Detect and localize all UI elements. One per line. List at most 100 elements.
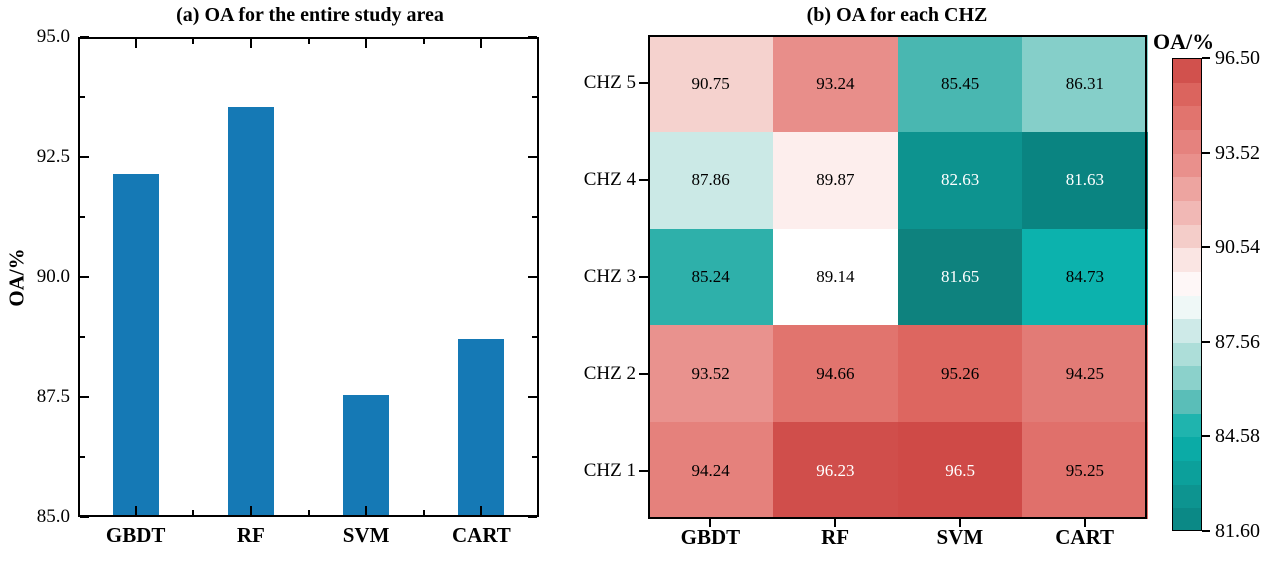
colorbar-band: [1173, 342, 1201, 368]
col-label-cart: CART: [1055, 525, 1114, 549]
colorbar-gradient: [1172, 58, 1202, 531]
colorbar-tick: [1202, 57, 1210, 59]
colorbar-tick: [1202, 340, 1210, 343]
y-minor-tick: [80, 456, 85, 458]
x-tick-label-cart: CART: [451, 523, 511, 547]
colorbar-band: [1173, 319, 1201, 344]
y-major-tick: [528, 156, 537, 158]
y-minor-tick: [532, 96, 537, 98]
x-major-tick: [365, 39, 368, 48]
heat-cell-chz-2-gbdt: 93.52: [648, 325, 774, 423]
colorbar-band: [1173, 437, 1201, 462]
heat-cell-chz-5-cart: 86.31: [1022, 35, 1148, 133]
colorbar-band: [1173, 106, 1201, 131]
bar-cart: [458, 339, 505, 517]
y-major-tick: [528, 396, 537, 398]
colorbar-band: [1173, 248, 1201, 273]
colorbar-title: OA/%: [1153, 29, 1215, 54]
bar-rf: [227, 106, 274, 517]
colorbar-band: [1173, 200, 1201, 226]
colorbar-band: [1173, 153, 1201, 178]
y-minor-tick: [80, 96, 85, 98]
colorbar-tick-label: 90.54: [1215, 236, 1260, 259]
row-label-chz-3: CHZ 3: [583, 266, 636, 287]
x-minor-tick: [422, 39, 425, 44]
y-major-tick: [80, 36, 89, 38]
x-major-tick: [480, 39, 483, 48]
heat-cell-chz-1-gbdt: 94.24: [648, 422, 774, 520]
y-minor-tick: [532, 216, 537, 218]
colorbar-tick-label: 93.52: [1215, 141, 1260, 164]
x-major-tick: [249, 39, 252, 48]
heat-cell-chz-3-svm: 81.65: [897, 228, 1023, 326]
row-tick: [639, 372, 648, 375]
x-tick-label-gbdt: GBDT: [105, 523, 166, 547]
panel-b-title: (b) OA for each CHZ: [806, 4, 988, 26]
colorbar-band: [1173, 224, 1201, 249]
y-minor-tick: [80, 216, 85, 218]
colorbar-tick-label: 87.56: [1215, 330, 1260, 353]
x-major-tick: [365, 506, 368, 515]
row-label-chz-5: CHZ 5: [583, 72, 636, 94]
colorbar-tick: [1202, 530, 1210, 532]
colorbar-tick: [1202, 246, 1210, 249]
y-tick-label: 92.5: [36, 146, 70, 167]
y-tick-label: 95.0: [36, 26, 70, 47]
heat-cell-chz-4-gbdt: 87.86: [648, 131, 774, 230]
x-minor-tick: [422, 510, 425, 515]
heat-cell-chz-1-cart: 95.25: [1022, 422, 1148, 520]
col-tick: [1083, 519, 1086, 527]
x-minor-tick: [307, 510, 310, 515]
row-tick: [639, 469, 648, 472]
y-tick-label: 90.0: [36, 266, 70, 287]
heat-cell-chz-4-cart: 81.63: [1022, 131, 1148, 230]
row-tick: [639, 179, 648, 182]
y-major-tick: [80, 396, 89, 398]
colorbar-band: [1173, 508, 1201, 530]
col-label-rf: RF: [821, 525, 850, 549]
x-major-tick: [134, 39, 137, 48]
col-label-gbdt: GBDT: [680, 525, 741, 549]
colorbar-band: [1173, 484, 1201, 509]
bar-svm: [343, 394, 390, 517]
heat-cell-chz-5-gbdt: 90.75: [648, 35, 774, 133]
y-tick-label: 85.0: [36, 506, 70, 527]
heat-cell-chz-4-rf: 89.87: [772, 131, 898, 230]
heat-cell-chz-2-rf: 94.66: [772, 325, 898, 423]
colorbar-band: [1173, 390, 1201, 415]
colorbar-tick: [1202, 435, 1210, 438]
x-major-tick: [480, 506, 483, 515]
col-tick: [834, 519, 837, 527]
colorbar-tick-label: 96.50: [1215, 47, 1260, 69]
colorbar-tick-label: 81.60: [1215, 520, 1260, 542]
row-tick: [639, 276, 648, 278]
col-tick: [709, 519, 712, 527]
y-major-tick: [528, 36, 537, 38]
panel-a-title: (a) OA for the entire study area: [176, 4, 444, 26]
col-label-svm: SVM: [936, 525, 984, 549]
colorbar-tick: [1202, 151, 1210, 154]
colorbar-band: [1173, 177, 1201, 202]
bar-gbdt: [112, 173, 159, 517]
heat-cell-chz-3-gbdt: 85.24: [648, 228, 774, 326]
colorbar-band: [1173, 271, 1201, 297]
x-tick-label-rf: RF: [236, 523, 265, 547]
y-major-tick: [528, 276, 537, 278]
x-major-tick: [134, 506, 137, 515]
x-minor-tick: [192, 39, 195, 44]
colorbar-band: [1173, 413, 1201, 438]
x-major-tick: [249, 506, 252, 515]
colorbar-band: [1173, 366, 1201, 391]
colorbar-band: [1173, 461, 1201, 486]
heat-cell-chz-3-cart: 84.73: [1022, 228, 1148, 326]
x-tick-label-svm: SVM: [342, 523, 390, 547]
heat-cell-chz-5-svm: 85.45: [897, 35, 1023, 133]
y-tick-label: 87.5: [36, 386, 70, 407]
y-major-tick: [80, 276, 89, 278]
col-tick: [958, 519, 961, 527]
y-major-tick: [528, 516, 537, 518]
y-minor-tick: [532, 336, 537, 338]
y-major-tick: [80, 156, 89, 158]
colorbar-band: [1173, 82, 1201, 107]
